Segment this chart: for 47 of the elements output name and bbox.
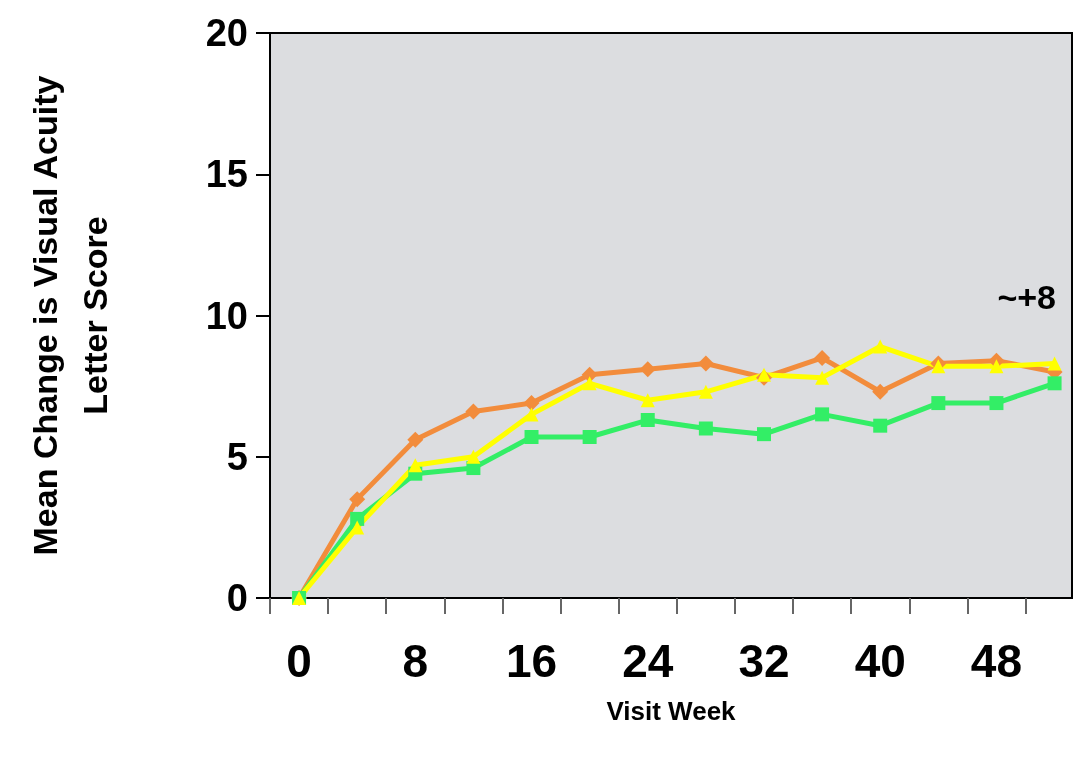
point	[1047, 356, 1062, 371]
point	[815, 370, 830, 385]
point	[872, 383, 889, 400]
x-tick-label: 0	[286, 635, 312, 687]
point	[873, 339, 888, 354]
point	[1047, 376, 1062, 391]
point	[873, 418, 888, 433]
point	[524, 407, 539, 422]
y-tick-label: 15	[205, 153, 248, 196]
y-tick-label: 5	[226, 435, 248, 478]
point	[640, 413, 655, 428]
point	[407, 431, 424, 448]
x-tick-label: 16	[505, 635, 558, 687]
point	[349, 491, 366, 508]
x-tick-label: 48	[970, 635, 1023, 687]
y-tick-label: 10	[205, 294, 248, 337]
annotation: ~+8	[997, 278, 1056, 316]
point	[350, 520, 365, 535]
point	[698, 384, 713, 399]
x-tick-label: 32	[738, 635, 790, 687]
point	[756, 367, 771, 382]
point	[523, 395, 540, 412]
x-axis-title: Visit Week	[606, 696, 737, 726]
point	[815, 407, 830, 422]
point	[756, 427, 771, 442]
point	[698, 421, 713, 436]
point	[989, 359, 1004, 374]
x-tick-label: 40	[854, 635, 906, 687]
point	[524, 429, 539, 444]
point	[639, 361, 656, 378]
point	[582, 376, 597, 391]
point	[466, 449, 481, 464]
point	[465, 403, 482, 420]
point	[989, 396, 1004, 411]
y-tick-label: 0	[226, 577, 248, 619]
point	[697, 355, 714, 372]
y-tick-label: 20	[205, 12, 248, 54]
y-axis-title: Mean Change is Visual Acuity Letter Score	[26, 75, 114, 556]
point	[640, 393, 655, 408]
point	[814, 349, 831, 366]
point	[582, 429, 597, 444]
x-tick-label: 8	[402, 635, 429, 687]
point	[408, 458, 423, 473]
point	[931, 359, 946, 374]
point	[931, 396, 946, 411]
x-tick-label: 24	[622, 635, 674, 687]
point	[350, 511, 365, 526]
